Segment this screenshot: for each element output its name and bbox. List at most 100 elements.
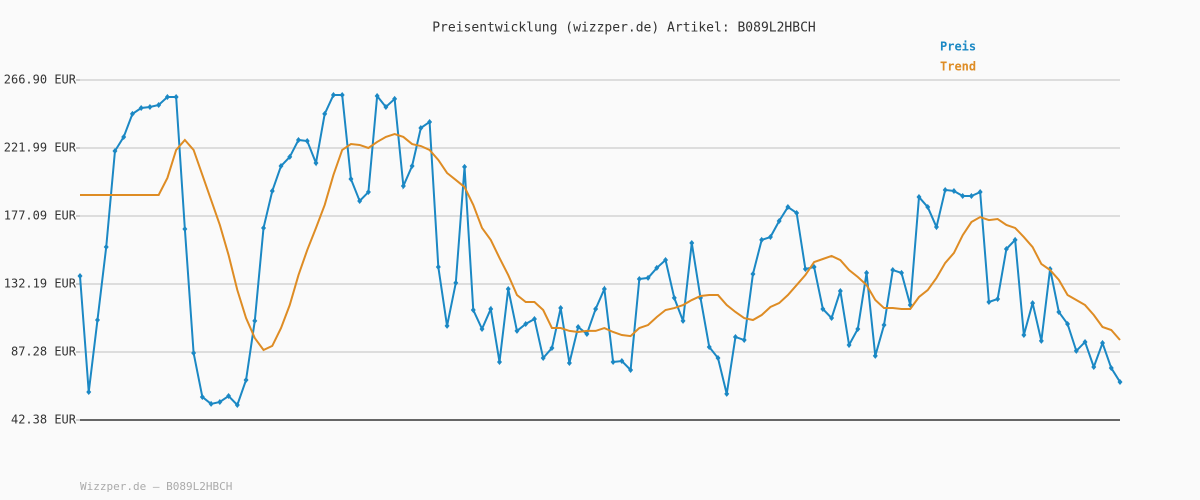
point-marker bbox=[925, 204, 931, 211]
point-marker bbox=[330, 91, 336, 98]
point-marker bbox=[392, 95, 398, 102]
point-marker bbox=[741, 337, 747, 344]
point-marker bbox=[689, 239, 695, 246]
y-tick-label: 42.38 EUR bbox=[11, 413, 77, 427]
point-marker bbox=[855, 325, 861, 332]
point-marker bbox=[400, 183, 406, 190]
point-marker bbox=[348, 176, 354, 183]
point-marker bbox=[1091, 363, 1097, 370]
point-marker bbox=[217, 398, 223, 405]
point-marker bbox=[1117, 378, 1123, 385]
point-marker bbox=[287, 153, 293, 160]
point-marker bbox=[566, 360, 572, 367]
point-marker bbox=[182, 226, 188, 233]
point-marker bbox=[846, 342, 852, 349]
point-marker bbox=[164, 93, 170, 100]
point-marker bbox=[313, 159, 319, 166]
point-marker bbox=[1021, 332, 1027, 339]
point-marker bbox=[899, 269, 905, 276]
y-tick-label: 132.19 EUR bbox=[4, 276, 77, 290]
point-marker bbox=[645, 274, 651, 281]
point-marker bbox=[1108, 365, 1114, 372]
point-marker bbox=[636, 275, 642, 282]
point-marker bbox=[243, 376, 249, 383]
point-marker bbox=[890, 267, 896, 274]
point-marker bbox=[261, 224, 267, 231]
point-marker bbox=[759, 236, 765, 243]
point-marker bbox=[960, 192, 966, 199]
point-marker bbox=[138, 105, 144, 112]
point-marker bbox=[339, 91, 345, 98]
point-marker bbox=[820, 305, 826, 312]
point-marker bbox=[706, 343, 712, 350]
point-marker bbox=[881, 322, 887, 329]
point-marker bbox=[357, 197, 363, 204]
point-marker bbox=[628, 366, 634, 373]
series-line bbox=[80, 133, 1121, 352]
point-marker bbox=[540, 355, 546, 362]
point-marker bbox=[942, 186, 948, 193]
point-marker bbox=[549, 345, 555, 352]
point-marker bbox=[435, 264, 441, 271]
point-marker bbox=[479, 325, 485, 332]
point-marker bbox=[103, 244, 109, 251]
point-marker bbox=[94, 317, 100, 324]
point-marker bbox=[191, 350, 197, 357]
point-marker bbox=[147, 103, 153, 110]
point-marker bbox=[715, 355, 721, 362]
point-marker bbox=[732, 333, 738, 340]
point-marker bbox=[496, 358, 502, 365]
point-marker bbox=[1082, 338, 1088, 345]
point-marker bbox=[383, 103, 389, 110]
point-marker bbox=[269, 188, 275, 195]
point-marker bbox=[671, 294, 677, 301]
point-marker bbox=[724, 390, 730, 397]
point-marker bbox=[1065, 320, 1071, 327]
point-marker bbox=[977, 189, 983, 196]
point-marker bbox=[365, 189, 371, 196]
point-marker bbox=[575, 323, 581, 330]
point-marker bbox=[1012, 236, 1018, 243]
point-marker bbox=[864, 269, 870, 276]
point-marker bbox=[785, 204, 791, 211]
y-tick-label: 87.28 EUR bbox=[11, 345, 77, 359]
point-marker bbox=[1100, 340, 1106, 347]
point-marker bbox=[1038, 337, 1044, 344]
point-marker bbox=[610, 358, 616, 365]
point-marker bbox=[1030, 300, 1036, 307]
point-marker bbox=[986, 299, 992, 306]
point-marker bbox=[322, 110, 328, 117]
point-marker bbox=[173, 93, 179, 100]
point-marker bbox=[156, 101, 162, 108]
point-marker bbox=[933, 224, 939, 231]
point-marker bbox=[208, 400, 214, 407]
point-marker bbox=[995, 295, 1001, 302]
point-marker bbox=[226, 393, 232, 400]
chart-title: Preisentwicklung (wizzper.de) Artikel: B… bbox=[432, 21, 816, 36]
point-marker bbox=[129, 110, 135, 117]
point-marker bbox=[794, 209, 800, 216]
point-marker bbox=[1003, 246, 1009, 253]
legend-entry: Preis bbox=[940, 40, 976, 54]
point-marker bbox=[776, 217, 782, 224]
point-marker bbox=[121, 133, 127, 140]
point-marker bbox=[427, 118, 433, 125]
point-marker bbox=[295, 136, 301, 143]
point-marker bbox=[1056, 308, 1062, 315]
point-marker bbox=[199, 393, 205, 400]
point-marker bbox=[531, 315, 537, 322]
point-marker bbox=[663, 257, 669, 264]
point-marker bbox=[968, 192, 974, 199]
point-marker bbox=[802, 265, 808, 272]
point-marker bbox=[523, 320, 529, 327]
point-marker bbox=[829, 315, 835, 322]
point-marker bbox=[470, 307, 476, 314]
point-marker bbox=[593, 305, 599, 312]
point-marker bbox=[278, 163, 284, 170]
point-marker bbox=[77, 272, 83, 279]
point-marker bbox=[601, 285, 607, 292]
point-marker bbox=[1073, 347, 1079, 354]
point-marker bbox=[444, 322, 450, 329]
